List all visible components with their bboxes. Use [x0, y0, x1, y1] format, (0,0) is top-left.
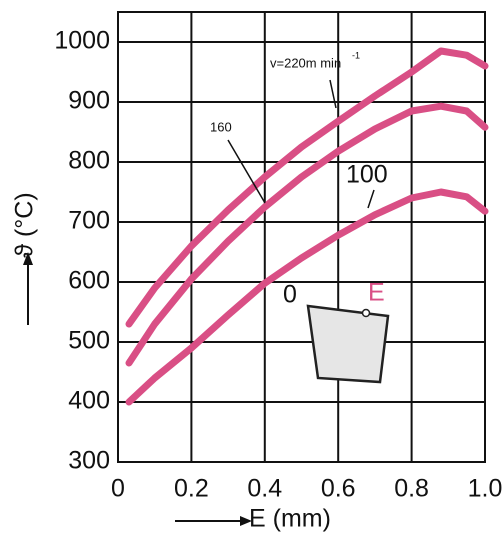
leader-line — [368, 190, 374, 208]
annotation: -1 — [352, 50, 360, 60]
series-label: 160 — [210, 119, 232, 134]
y-tick-label: 700 — [68, 207, 110, 235]
y-tick-label: 1000 — [54, 27, 110, 55]
y-tick-label: 900 — [68, 87, 110, 115]
y-tick-label: 800 — [68, 147, 110, 175]
tool-sketch — [308, 306, 388, 382]
lines — [129, 51, 485, 402]
point-e — [363, 310, 370, 317]
leader-line — [330, 80, 336, 108]
y-axis-label: ϑ (°C) — [11, 192, 39, 257]
series-line — [129, 192, 485, 402]
x-tick-label: 0.4 — [247, 475, 282, 503]
x-tick-label: 0.6 — [321, 475, 356, 503]
x-axis-label: E (mm) — [249, 505, 331, 533]
annotation: 0 — [283, 281, 297, 309]
x-tick-label: 0 — [111, 475, 125, 503]
y-tick-label: 500 — [68, 327, 110, 355]
y-tick-label: 400 — [68, 387, 110, 415]
annotation: E — [368, 279, 385, 307]
x-tick-label: 1.0 — [468, 475, 503, 503]
chart: v=220m min -1 160 100 0 E E (mm) ϑ (°C) … — [0, 0, 503, 537]
y-tick-label: 300 — [68, 447, 110, 475]
x-tick-label: 0.2 — [174, 475, 209, 503]
series-label: 100 — [346, 161, 388, 189]
grid — [118, 12, 485, 462]
y-tick-label: 600 — [68, 267, 110, 295]
series-line — [129, 51, 485, 324]
plot-frame — [118, 12, 485, 462]
x-tick-label: 0.8 — [394, 475, 429, 503]
series-label: v=220m min — [270, 55, 341, 70]
